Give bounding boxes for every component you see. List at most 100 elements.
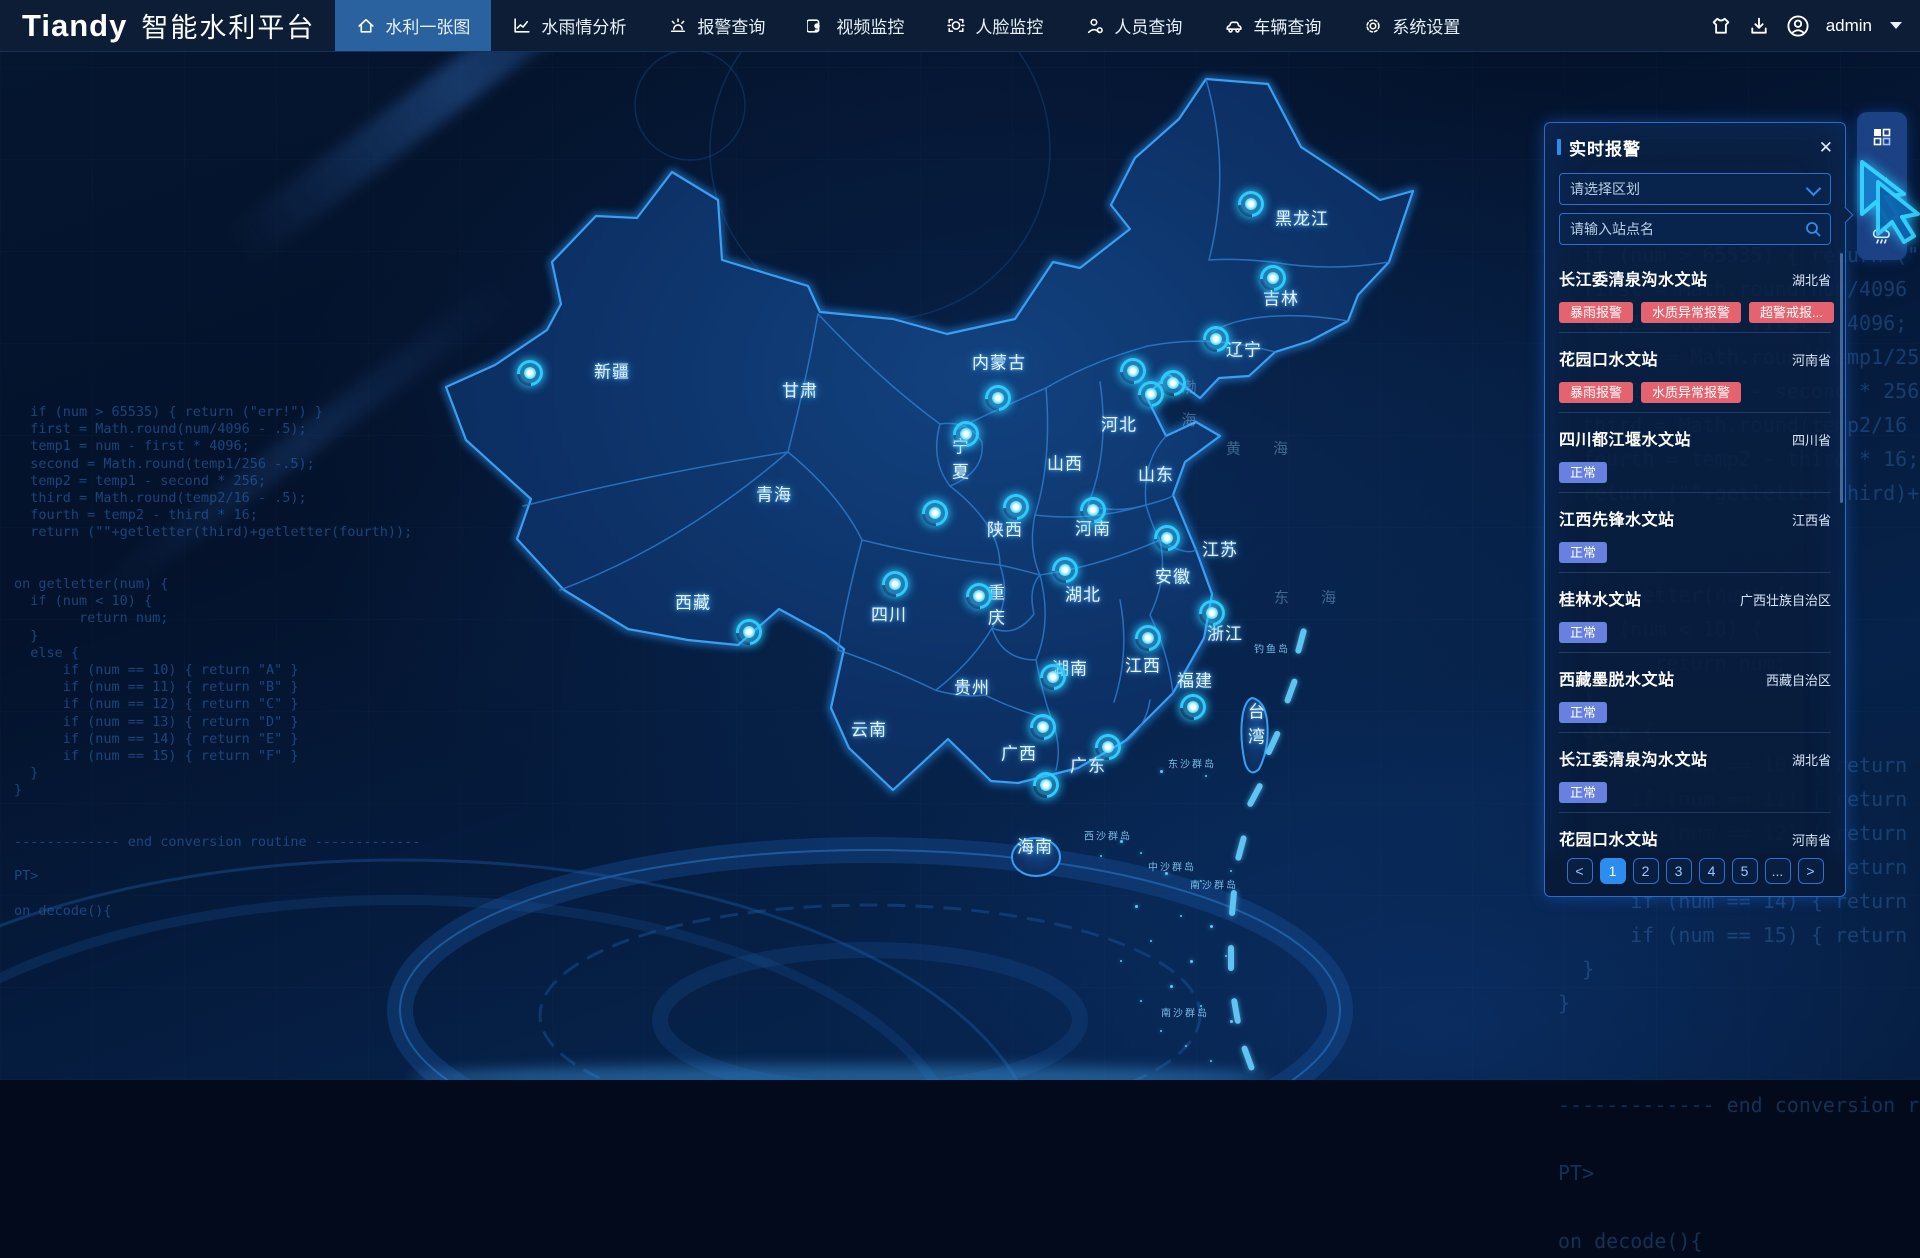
username-label[interactable]: admin [1825,15,1872,35]
page-button-5[interactable]: 5 [1731,858,1758,884]
close-icon[interactable]: ✕ [1818,137,1833,157]
station-row[interactable]: 江西先锋水文站 江西省 正常 [1559,493,1831,573]
marker-core-icon [1267,272,1279,284]
map-marker[interactable] [1074,491,1112,529]
map-marker[interactable] [1089,728,1127,766]
map-marker[interactable] [1232,185,1270,223]
map-marker[interactable] [1197,320,1235,358]
map-marker[interactable] [1027,766,1065,804]
marker-core-icon [1127,365,1139,377]
page-button-2[interactable]: 2 [1632,858,1659,884]
page-prev-button[interactable]: < [1566,858,1593,884]
map-marker[interactable] [1129,619,1167,657]
user-avatar-icon[interactable] [1786,14,1810,38]
map-marker[interactable] [730,613,768,651]
island-dot [1190,960,1193,963]
marker-core-icon [973,590,985,602]
nav-item-person[interactable]: 人员查询 [1064,0,1203,51]
island-dot [1140,1000,1142,1002]
marker-core-icon [1142,632,1154,644]
nav-item-home[interactable]: 水利一张图 [335,0,492,51]
island-dot [1140,852,1142,854]
island-dot [1200,880,1202,882]
page-button-3[interactable]: 3 [1665,858,1692,884]
station-row[interactable]: 花园口水文站 河南省 暴雨报警 水质异常报警 [1559,333,1831,413]
map-marker[interactable] [947,415,985,453]
panel-title: 实时报警 [1569,139,1641,159]
map-marker[interactable] [1174,688,1212,726]
nav-item-label: 车辆查询 [1253,18,1322,37]
nav-item-car[interactable]: 车辆查询 [1203,0,1342,51]
station-name: 江西先锋水文站 [1559,512,1675,529]
station-row[interactable]: 长江委清泉沟水文站 湖北省 暴雨报警 水质异常报警 超警戒报... [1559,253,1834,333]
station-province: 湖北省 [1791,753,1831,768]
station-province: 河南省 [1791,353,1831,368]
station-row[interactable]: 桂林水文站 广西壮族自治区 正常 [1559,573,1831,653]
face-scan-icon [947,18,966,32]
download-icon[interactable] [1748,15,1770,37]
search-icon[interactable] [1804,220,1822,243]
marker-core-icon [992,392,1004,404]
marker-core-icon [889,578,901,590]
map-marker[interactable] [979,379,1017,417]
map-marker[interactable] [876,565,914,603]
scrollbar-thumb[interactable] [1840,253,1843,503]
nav-user-area: admin [1710,0,1920,51]
map-marker[interactable] [1148,519,1186,557]
island-dot [1160,770,1163,773]
island-dot [1225,955,1227,957]
car-icon [1226,21,1242,33]
theme-skin-icon[interactable] [1710,15,1732,37]
region-select[interactable]: 请选择区划 [1559,173,1831,205]
map-marker[interactable] [1193,594,1231,632]
user-menu-caret-icon[interactable] [1890,22,1902,29]
nav-item-line-chart[interactable]: 水雨情分析 [491,0,647,51]
map-marker[interactable] [1154,364,1192,402]
nav-item-siren[interactable]: 报警查询 [647,0,786,51]
logo-text-cn: 智能水利平台 [141,13,316,43]
map-marker[interactable] [511,354,549,392]
map-marker[interactable] [1254,259,1292,297]
map-marker[interactable] [1034,658,1072,696]
marker-core-icon [1245,198,1257,210]
map-marker[interactable] [1132,375,1170,413]
nav-item-gear[interactable]: 系统设置 [1342,0,1481,51]
layers-grid-icon[interactable] [1872,127,1892,147]
water-condition-icon[interactable] [1871,174,1893,196]
island-dot [1200,1005,1202,1007]
nav-item-face-scan[interactable]: 人脸监控 [925,0,1064,51]
station-search-input[interactable]: 请输入站点名 [1559,213,1831,245]
station-name: 长江委清泉沟水文站 [1559,752,1708,769]
island-dot [1205,775,1207,777]
station-row[interactable]: 西藏墨脱水文站 西藏自治区 正常 [1559,653,1831,733]
island-dot [1120,840,1123,843]
page-next-button[interactable]: > [1797,858,1824,884]
rain-cloud-icon[interactable] [1871,223,1893,245]
island-dot [1165,872,1168,875]
map-marker[interactable] [1024,708,1062,746]
station-name: 西藏墨脱水文站 [1559,672,1675,689]
app-logo: Tiandy 智能水利平台 [0,0,335,51]
status-badge: 水质异常报警 [1641,382,1742,403]
page-button-4[interactable]: 4 [1698,858,1725,884]
pagination: <1 2 3 4 5... > [1545,846,1845,896]
station-row[interactable]: 长江委清泉沟水文站 湖北省 正常 [1559,733,1831,813]
nav-item-camera[interactable]: 视频监控 [786,0,925,51]
page-ellipsis-button[interactable]: ... [1764,858,1791,884]
map-marker[interactable] [960,577,998,615]
nav-item-label: 人脸监控 [975,18,1044,37]
region-select-placeholder: 请选择区划 [1570,181,1640,197]
station-row[interactable]: 花园口水文站 河南省 [1559,813,1831,893]
marker-core-icon [1206,607,1218,619]
island-dot [1185,1045,1187,1047]
map-marker[interactable] [997,488,1035,526]
map-marker[interactable] [916,494,954,532]
map-marker[interactable] [1114,352,1152,390]
marker-core-icon [1087,504,1099,516]
map-marker[interactable] [1046,551,1084,589]
nav-item-label: 水利一张图 [385,18,471,37]
siren-icon [671,17,686,32]
station-row[interactable]: 四川都江堰水文站 四川省 正常 [1559,413,1831,493]
station-province: 广西壮族自治区 [1739,593,1831,608]
page-button-1[interactable]: 1 [1599,858,1626,884]
